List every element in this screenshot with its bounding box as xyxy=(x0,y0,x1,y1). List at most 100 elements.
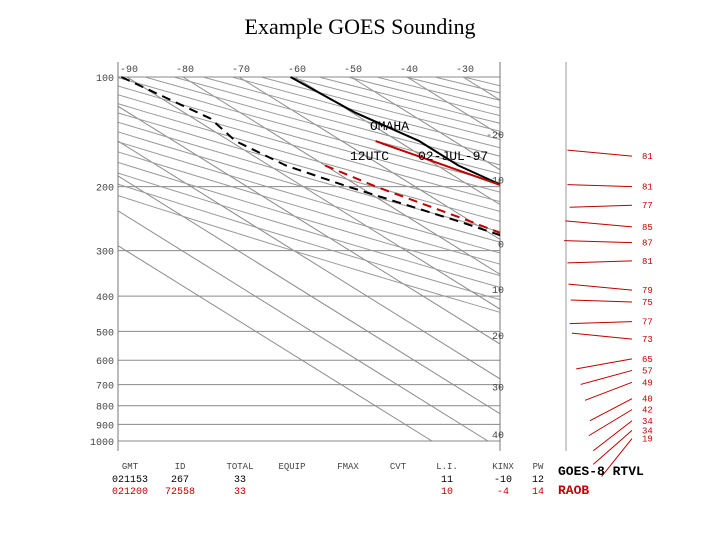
sounding-line-goes-8-rtvl-temperature xyxy=(290,76,500,186)
right-temperature-tick-label: -20 xyxy=(486,131,504,142)
table-header-cell: ID xyxy=(175,462,186,472)
wind-speed-label: 81 xyxy=(642,152,653,162)
wind-speed-label: 19 xyxy=(642,435,653,445)
time-label: 12UTC xyxy=(350,149,389,164)
table-goes-cell: -10 xyxy=(494,475,512,486)
table-header-cell: GMT xyxy=(122,462,139,472)
right-temperature-tick-label: -10 xyxy=(486,177,504,188)
right-temperature-tick-label: 10 xyxy=(492,286,504,297)
wind-barb xyxy=(569,321,633,325)
station-label: OMAHA xyxy=(370,119,409,134)
wind-barb xyxy=(564,240,633,244)
isotherm-line xyxy=(519,77,720,441)
wind-barb xyxy=(565,220,633,228)
top-temperature-tick-label: -90 xyxy=(120,65,138,76)
table-goes-cell: 33 xyxy=(234,475,246,486)
table-header-cell: TOTAL xyxy=(226,462,253,472)
dry-adiabat-line xyxy=(118,195,500,313)
wind-barb xyxy=(589,398,633,422)
dry-adiabat-line xyxy=(118,161,500,277)
isotherm-line xyxy=(126,76,500,310)
table-goes-cell: 12 xyxy=(532,475,544,486)
wind-speed-label: 73 xyxy=(642,335,653,345)
pressure-tick-label: 600 xyxy=(96,357,114,368)
wind-barb xyxy=(568,283,633,291)
pressure-tick-label: 700 xyxy=(96,382,114,393)
dry-adiabat-line xyxy=(118,151,500,265)
table-raob-cell: 14 xyxy=(532,487,544,498)
isotherm-line xyxy=(118,105,500,345)
dry-adiabat-line xyxy=(173,76,500,166)
top-temperature-tick-label: -50 xyxy=(344,65,362,76)
table-header-cell: EQUIP xyxy=(278,462,305,472)
top-temperature-tick-label: -60 xyxy=(288,65,306,76)
isotherm-line xyxy=(687,77,720,441)
wind-speed-label: 79 xyxy=(642,286,653,296)
table-raob-cell: 72558 xyxy=(165,487,195,498)
pressure-tick-label: 100 xyxy=(96,74,114,85)
wind-speed-label: 40 xyxy=(642,395,653,405)
pressure-tick-label: 500 xyxy=(96,328,114,339)
isotherm-line xyxy=(350,76,500,171)
wind-barb xyxy=(592,420,633,452)
isotherm-line xyxy=(182,76,500,275)
top-temperature-tick-label: -40 xyxy=(400,65,418,76)
right-temperature-tick-label: 0 xyxy=(498,241,504,252)
wind-barb xyxy=(584,381,633,401)
wind-speed-label: 81 xyxy=(642,257,653,267)
wind-speed-label: 65 xyxy=(642,355,653,365)
dry-adiabat-line xyxy=(118,131,500,243)
table-goes-cell: 021153 xyxy=(112,475,148,486)
date-label: 02-JUL-97 xyxy=(418,149,488,164)
dry-adiabat-line xyxy=(289,76,500,132)
dry-adiabat-line xyxy=(376,76,500,109)
wind-speed-label: 34 xyxy=(642,426,653,436)
pressure-tick-label: 400 xyxy=(96,293,114,304)
table-header-cell: CVT xyxy=(390,462,407,472)
isotherm-line xyxy=(294,76,500,206)
legend-goes: GOES-8 RTVL xyxy=(558,464,644,479)
dry-adiabat-line xyxy=(118,141,500,254)
wind-barb xyxy=(570,299,633,303)
wind-speed-label: 34 xyxy=(642,417,653,427)
table-goes-cell: 267 xyxy=(171,475,189,486)
dry-adiabat-line xyxy=(118,183,500,301)
dry-adiabat-line xyxy=(434,76,500,94)
sounding-line-goes-8-rtvl-dewpoint xyxy=(120,76,500,237)
wind-barb xyxy=(580,369,633,385)
table-header-cell: KINX xyxy=(492,462,514,472)
slide-title: Example GOES Sounding xyxy=(244,14,476,39)
table-raob-cell: 021200 xyxy=(112,487,148,498)
wind-barb xyxy=(569,204,633,208)
pressure-tick-label: 200 xyxy=(96,184,114,195)
table-header-cell: L.I. xyxy=(436,462,458,472)
dry-adiabat-line xyxy=(118,172,500,288)
right-temperature-tick-label: 30 xyxy=(492,383,504,394)
table-header-cell: FMAX xyxy=(337,462,359,472)
wind-barb xyxy=(576,358,633,370)
right-temperature-tick-label: 40 xyxy=(492,431,504,442)
dry-adiabat-line xyxy=(118,121,500,233)
wind-barb xyxy=(567,184,633,188)
wind-speed-label: 85 xyxy=(642,223,653,233)
table-raob-cell: 10 xyxy=(441,487,453,498)
table-header-cell: PW xyxy=(533,462,544,472)
wind-barb xyxy=(571,332,633,340)
pressure-tick-label: 1000 xyxy=(90,438,114,449)
wind-barb xyxy=(588,409,633,437)
wind-barb xyxy=(567,260,633,264)
wind-speed-label: 57 xyxy=(642,366,653,376)
top-temperature-tick-label: -30 xyxy=(456,65,474,76)
table-raob-cell: 33 xyxy=(234,487,246,498)
pressure-tick-label: 900 xyxy=(96,421,114,432)
wind-barb xyxy=(592,429,633,465)
wind-barb xyxy=(567,149,633,157)
pressure-tick-label: 300 xyxy=(96,248,114,259)
isotherm-line xyxy=(406,76,500,136)
wind-speed-label: 87 xyxy=(642,239,653,249)
wind-speed-label: 75 xyxy=(642,298,653,308)
dry-adiabat-line xyxy=(144,76,500,175)
wind-speed-label: 49 xyxy=(642,378,653,388)
isotherm-line xyxy=(118,175,500,415)
